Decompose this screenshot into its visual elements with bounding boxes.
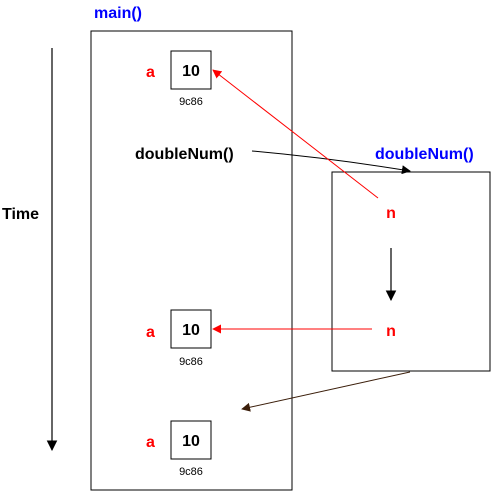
doublenum-frame-box: [331, 171, 491, 372]
call-arrow: [251, 150, 411, 175]
variable-a-box-3: [170, 420, 212, 460]
call-label: doubleNum(): [135, 146, 234, 163]
param-n-label-1: n: [386, 205, 396, 222]
doublenum-frame-title: doubleNum(): [375, 146, 474, 163]
time-label: Time: [2, 206, 39, 223]
main-frame-box: [90, 30, 293, 491]
variable-a-label-2: a: [146, 324, 155, 341]
variable-a-box-1: [170, 50, 212, 90]
variable-a-label-3: a: [146, 434, 155, 451]
return-arrow: [241, 371, 411, 412]
pointer-arrow-1: [212, 69, 379, 199]
variable-a-address-1: 9c86: [179, 96, 203, 108]
variable-a-value-3: 10: [182, 433, 200, 450]
variable-a-address-3: 9c86: [179, 466, 203, 478]
variable-a-label-1: a: [146, 64, 155, 81]
main-frame-title: main(): [94, 5, 142, 22]
param-n-label-2: n: [386, 323, 396, 340]
variable-a-value-1: 10: [182, 63, 200, 80]
variable-a-box-2: [170, 309, 212, 349]
variable-a-value-2: 10: [182, 322, 200, 339]
variable-a-address-2: 9c86: [179, 356, 203, 368]
